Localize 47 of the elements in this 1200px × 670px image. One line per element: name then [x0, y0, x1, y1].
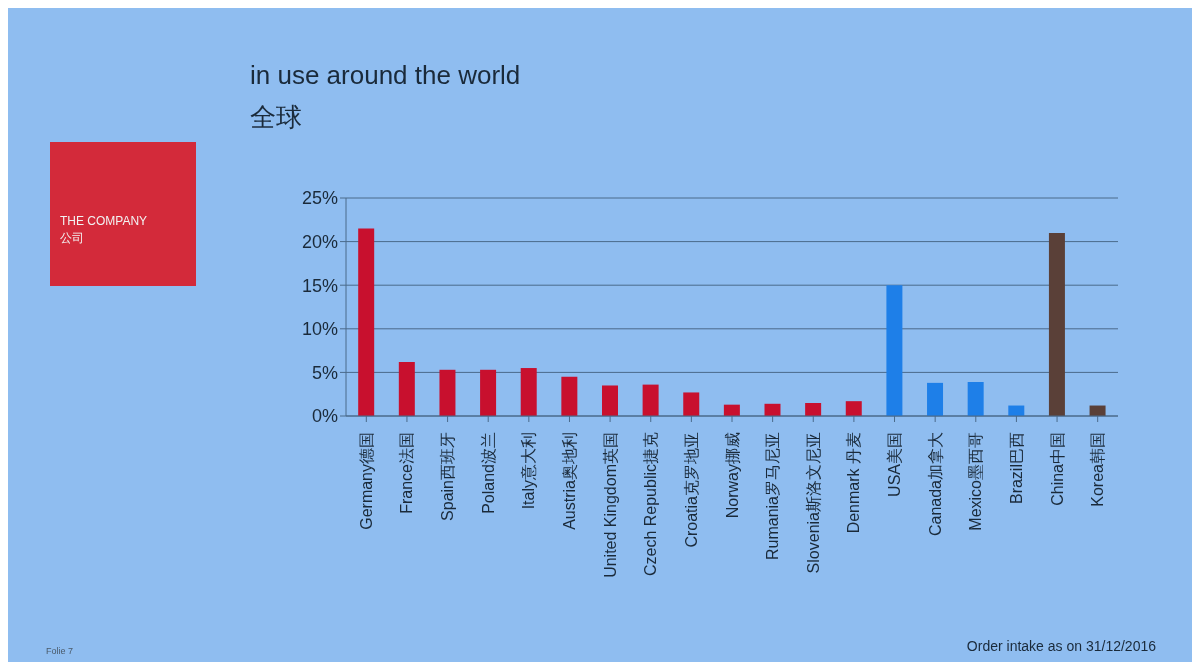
x-tick-label: Poland波兰	[479, 432, 497, 514]
chart-title: in use around the world	[250, 60, 521, 91]
bar	[480, 369, 497, 416]
y-tick-label: 25%	[301, 188, 338, 209]
bar	[927, 382, 944, 416]
bar	[886, 285, 903, 416]
x-tick-label: Brazil巴西	[1007, 432, 1025, 505]
bar	[1048, 232, 1065, 416]
bar	[398, 361, 415, 416]
chart-subtitle: 全球	[250, 101, 302, 134]
bar	[764, 403, 781, 416]
bar	[805, 402, 822, 416]
y-tick-label: 15%	[301, 275, 338, 296]
x-tick-label: Korea韩国	[1089, 432, 1107, 507]
x-tick-label: Croatia克罗地亚	[682, 432, 700, 548]
x-tick-label: Germany德国	[357, 432, 375, 530]
bar	[520, 368, 537, 416]
x-tick-label: France法国	[398, 432, 416, 514]
x-tick-label: Rumania罗马尼亚	[764, 432, 782, 561]
bar	[683, 392, 700, 416]
bar	[845, 401, 862, 416]
text: Folie 7	[46, 646, 74, 656]
text: THE COMPANY	[60, 214, 148, 228]
x-tick-label: United Kingdom英国	[601, 432, 619, 578]
x-tick-label: Italy意大利	[520, 432, 538, 510]
x-tick-label: Mexico墨西哥	[967, 432, 985, 531]
bar	[358, 228, 375, 416]
text: 公司	[60, 230, 84, 247]
x-tick-label: Spain西班牙	[439, 432, 457, 521]
x-tick-label: Denmark 丹麦	[845, 432, 863, 534]
bar	[967, 381, 984, 416]
x-tick-label: Norway挪威	[723, 432, 741, 519]
text: Order intake as on 31/12/2016	[966, 638, 1156, 654]
x-tick-label: Austria奥地利	[560, 432, 578, 530]
bar	[642, 384, 659, 416]
bar	[601, 385, 618, 416]
y-tick-label: 20%	[301, 231, 338, 252]
y-tick-label: 10%	[301, 319, 338, 340]
x-tick-label: Czech Republic捷克	[642, 432, 660, 577]
y-tick-label: 0%	[311, 406, 338, 427]
bar	[561, 376, 578, 416]
x-tick-label: USA美国	[886, 432, 904, 497]
bar	[439, 369, 456, 416]
y-tick-label: 5%	[311, 362, 338, 383]
x-tick-label: Canada加拿大	[926, 432, 944, 537]
x-tick-label: Slovenia斯洛文尼亚	[804, 432, 822, 574]
x-tick-label: China中国	[1048, 432, 1066, 506]
